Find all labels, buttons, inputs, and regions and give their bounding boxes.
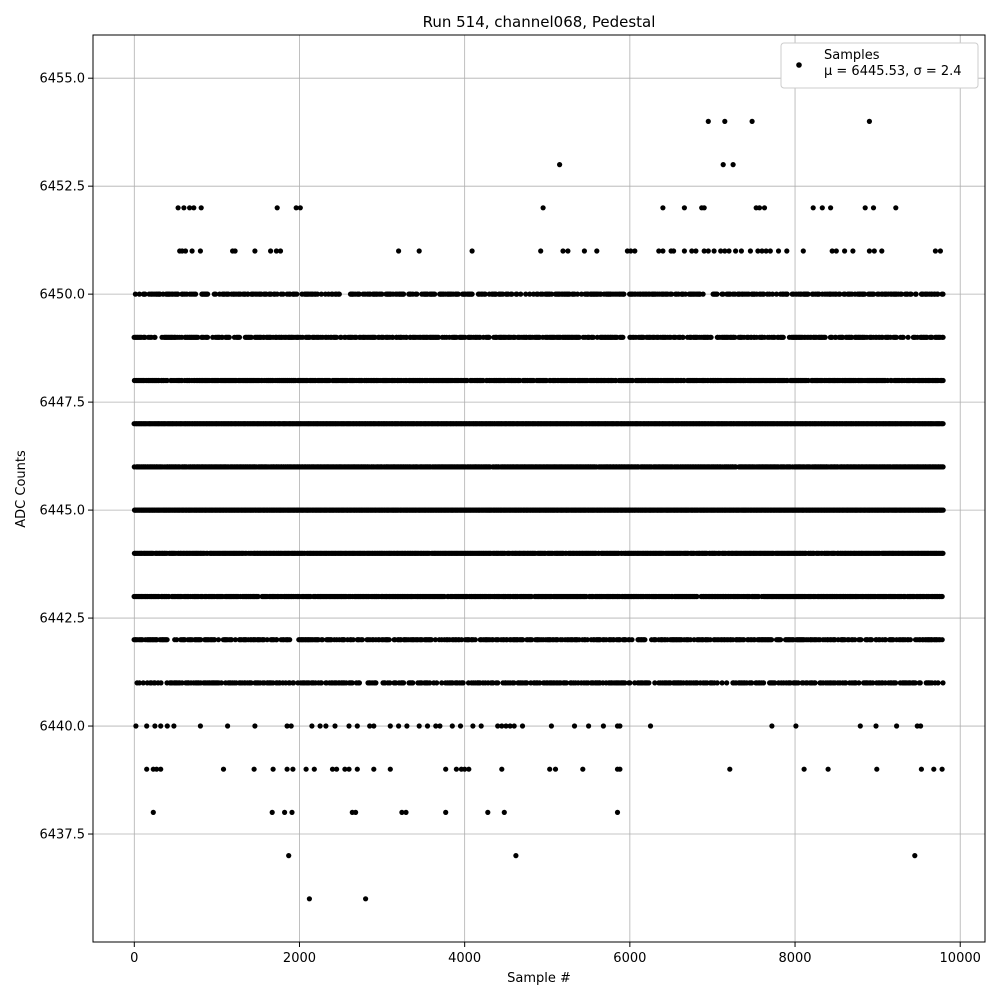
data-point <box>761 291 767 297</box>
data-point <box>294 291 300 297</box>
data-point <box>893 334 900 340</box>
data-point <box>784 291 790 297</box>
data-point <box>680 334 686 340</box>
data-point <box>935 291 941 297</box>
data-point <box>175 291 181 297</box>
data-point <box>213 291 219 297</box>
data-point <box>590 334 597 340</box>
data-point <box>940 464 946 470</box>
data-point <box>314 291 321 297</box>
data-point <box>482 291 488 297</box>
data-point <box>940 377 946 384</box>
data-point <box>523 291 529 297</box>
data-point <box>871 291 877 297</box>
data-point <box>152 334 158 340</box>
data-point <box>900 334 906 340</box>
data-point <box>142 291 148 297</box>
data-point <box>621 291 627 297</box>
data-point <box>356 291 362 297</box>
data-point <box>527 291 533 297</box>
data-point <box>669 291 675 297</box>
data-point <box>486 334 492 340</box>
data-point <box>682 291 689 297</box>
data-point <box>905 334 911 340</box>
data-point <box>318 291 324 297</box>
data-point <box>940 291 946 297</box>
data-point <box>574 291 581 297</box>
data-point <box>414 291 420 297</box>
data-point <box>913 291 919 297</box>
data-point <box>805 291 811 297</box>
data-point <box>940 550 946 556</box>
data-point <box>195 334 201 340</box>
data-point <box>940 421 946 427</box>
data-point <box>732 334 738 340</box>
data-point <box>455 291 461 297</box>
data-point <box>205 334 211 340</box>
data-point <box>274 291 280 297</box>
data-point <box>236 334 243 340</box>
data-point <box>769 291 776 297</box>
data-point <box>509 291 515 297</box>
chart-title: Run 514, channel068, Pedestal <box>423 13 656 31</box>
data-point <box>379 291 385 297</box>
data-point <box>432 291 438 297</box>
data-point <box>549 291 555 297</box>
data-point <box>837 291 843 297</box>
data-point <box>334 334 340 340</box>
data-point <box>714 291 720 297</box>
data-point <box>435 334 442 340</box>
data-point <box>469 291 475 297</box>
data-point <box>514 291 520 297</box>
data-point <box>226 334 232 340</box>
data-point <box>780 334 786 340</box>
data-point <box>773 291 780 297</box>
data-point <box>164 377 170 384</box>
data-points <box>131 118 946 902</box>
data-point <box>822 334 828 340</box>
data-point <box>576 334 582 340</box>
data-point <box>898 291 905 297</box>
data-point <box>248 334 254 340</box>
data-point <box>193 291 199 297</box>
data-point <box>862 291 868 297</box>
data-point <box>940 507 946 513</box>
data-point <box>132 291 138 297</box>
data-point <box>518 291 524 297</box>
data-point <box>280 291 286 297</box>
data-point <box>720 291 726 297</box>
data-point <box>708 334 714 340</box>
data-point <box>908 291 914 297</box>
data-point <box>620 334 626 340</box>
data-point <box>700 291 706 297</box>
data-point <box>401 291 407 297</box>
data-point <box>205 291 211 297</box>
data-point <box>336 291 342 297</box>
data-point <box>940 334 946 340</box>
data-point <box>136 291 142 297</box>
